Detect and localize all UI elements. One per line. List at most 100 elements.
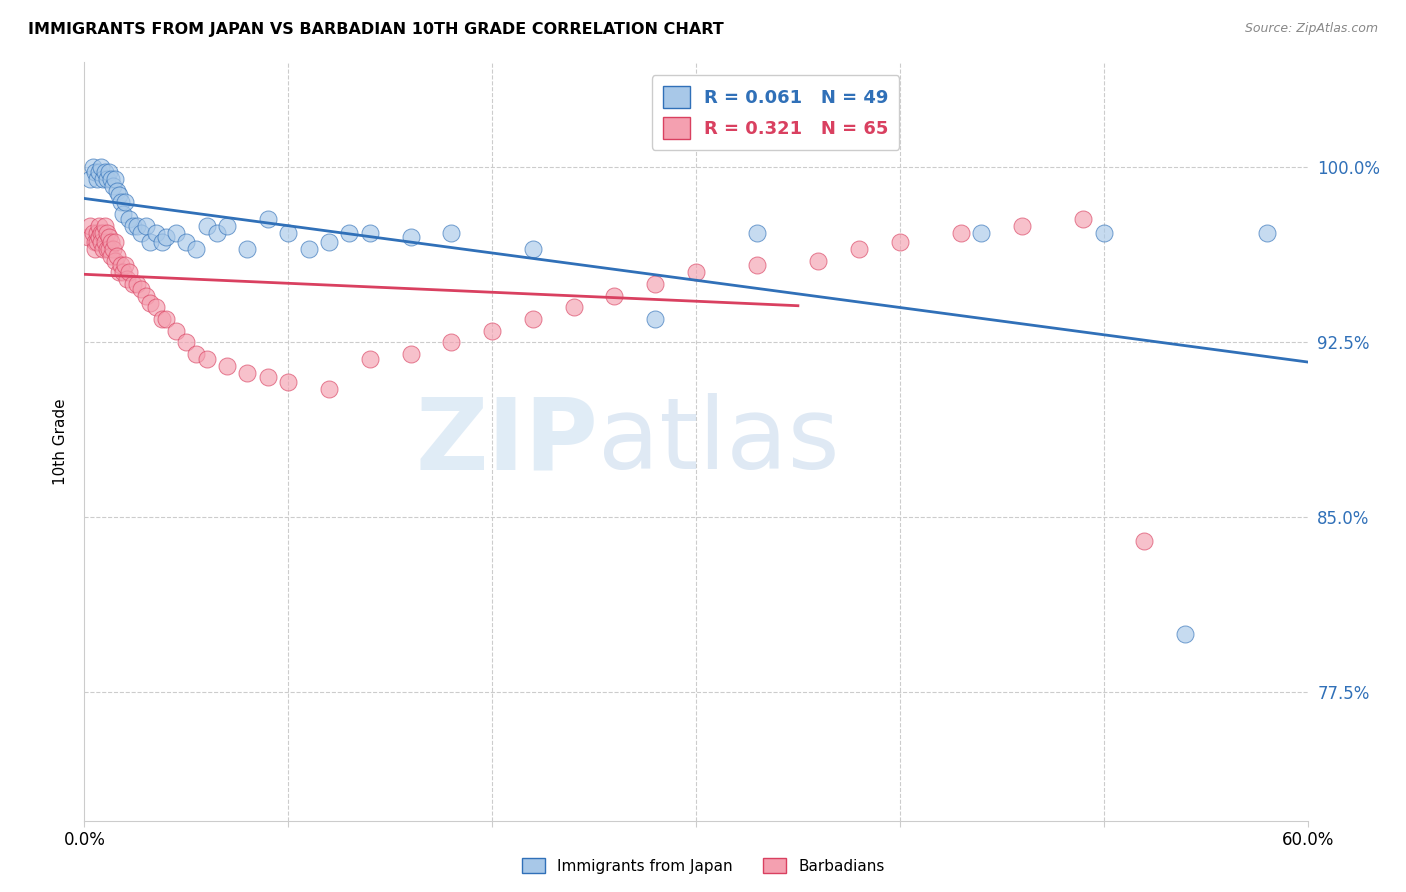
Point [440,335,463,350]
Point [277,375,299,389]
Point [318,235,340,249]
Point [150,312,173,326]
Point [950,226,973,240]
Point [101,179,124,194]
Point [87,230,110,244]
Point [114,195,136,210]
Point [122,219,145,233]
Point [101,242,124,256]
Point [131,226,153,240]
Point [112,207,135,221]
Point [91,172,114,186]
Point [277,226,299,240]
Point [1073,211,1095,226]
Point [359,226,381,240]
Point [86,172,108,186]
Point [747,259,769,273]
Point [165,324,187,338]
Point [87,165,110,179]
Point [86,226,108,240]
Point [522,312,544,326]
Point [104,253,127,268]
Point [970,226,993,240]
Point [131,282,153,296]
Point [848,242,870,256]
Point [138,295,160,310]
Point [150,235,173,249]
Point [110,259,132,273]
Point [205,226,228,240]
Point [155,230,177,244]
Point [236,366,259,380]
Point [174,335,197,350]
Point [217,219,239,233]
Point [399,230,422,244]
Point [1174,627,1197,641]
Point [83,165,105,179]
Point [481,324,503,338]
Point [644,277,666,291]
Point [108,265,131,279]
Point [127,277,149,291]
Point [145,226,167,240]
Point [105,184,128,198]
Point [87,219,110,233]
Point [257,211,280,226]
Point [79,219,101,233]
Point [122,277,145,291]
Point [257,370,280,384]
Point [186,347,208,361]
Point [138,235,160,249]
Point [96,242,118,256]
Point [685,265,707,279]
Point [90,235,112,249]
Point [105,249,128,263]
Point [807,253,830,268]
Point [1011,219,1033,233]
Point [1256,226,1278,240]
Legend: R = 0.061   N = 49, R = 0.321   N = 65: R = 0.061 N = 49, R = 0.321 N = 65 [652,75,900,150]
Point [110,195,132,210]
Text: Source: ZipAtlas.com: Source: ZipAtlas.com [1244,22,1378,36]
Point [83,235,105,249]
Point [440,226,463,240]
Point [93,235,115,249]
Point [115,272,138,286]
Point [112,265,135,279]
Point [90,226,112,240]
Point [82,161,104,175]
Legend: Immigrants from Japan, Barbadians: Immigrants from Japan, Barbadians [516,852,890,880]
Point [100,172,122,186]
Point [104,172,127,186]
Point [889,235,911,249]
Point [93,219,115,233]
Point [359,351,381,366]
Point [1133,533,1156,548]
Point [114,259,136,273]
Point [298,242,321,256]
Point [100,249,122,263]
Point [82,226,104,240]
Point [603,289,626,303]
Point [399,347,422,361]
Point [96,172,118,186]
Point [90,161,112,175]
Point [236,242,259,256]
Point [93,165,115,179]
Point [562,301,585,315]
Point [100,235,122,249]
Y-axis label: 10th Grade: 10th Grade [52,398,67,485]
Point [339,226,361,240]
Point [155,312,177,326]
Point [135,219,157,233]
Point [118,211,141,226]
Point [145,301,167,315]
Point [127,219,149,233]
Point [195,219,218,233]
Text: atlas: atlas [598,393,839,490]
Text: IMMIGRANTS FROM JAPAN VS BARBADIAN 10TH GRADE CORRELATION CHART: IMMIGRANTS FROM JAPAN VS BARBADIAN 10TH … [28,22,724,37]
Point [97,165,120,179]
Point [644,312,666,326]
Text: ZIP: ZIP [415,393,598,490]
Point [91,242,114,256]
